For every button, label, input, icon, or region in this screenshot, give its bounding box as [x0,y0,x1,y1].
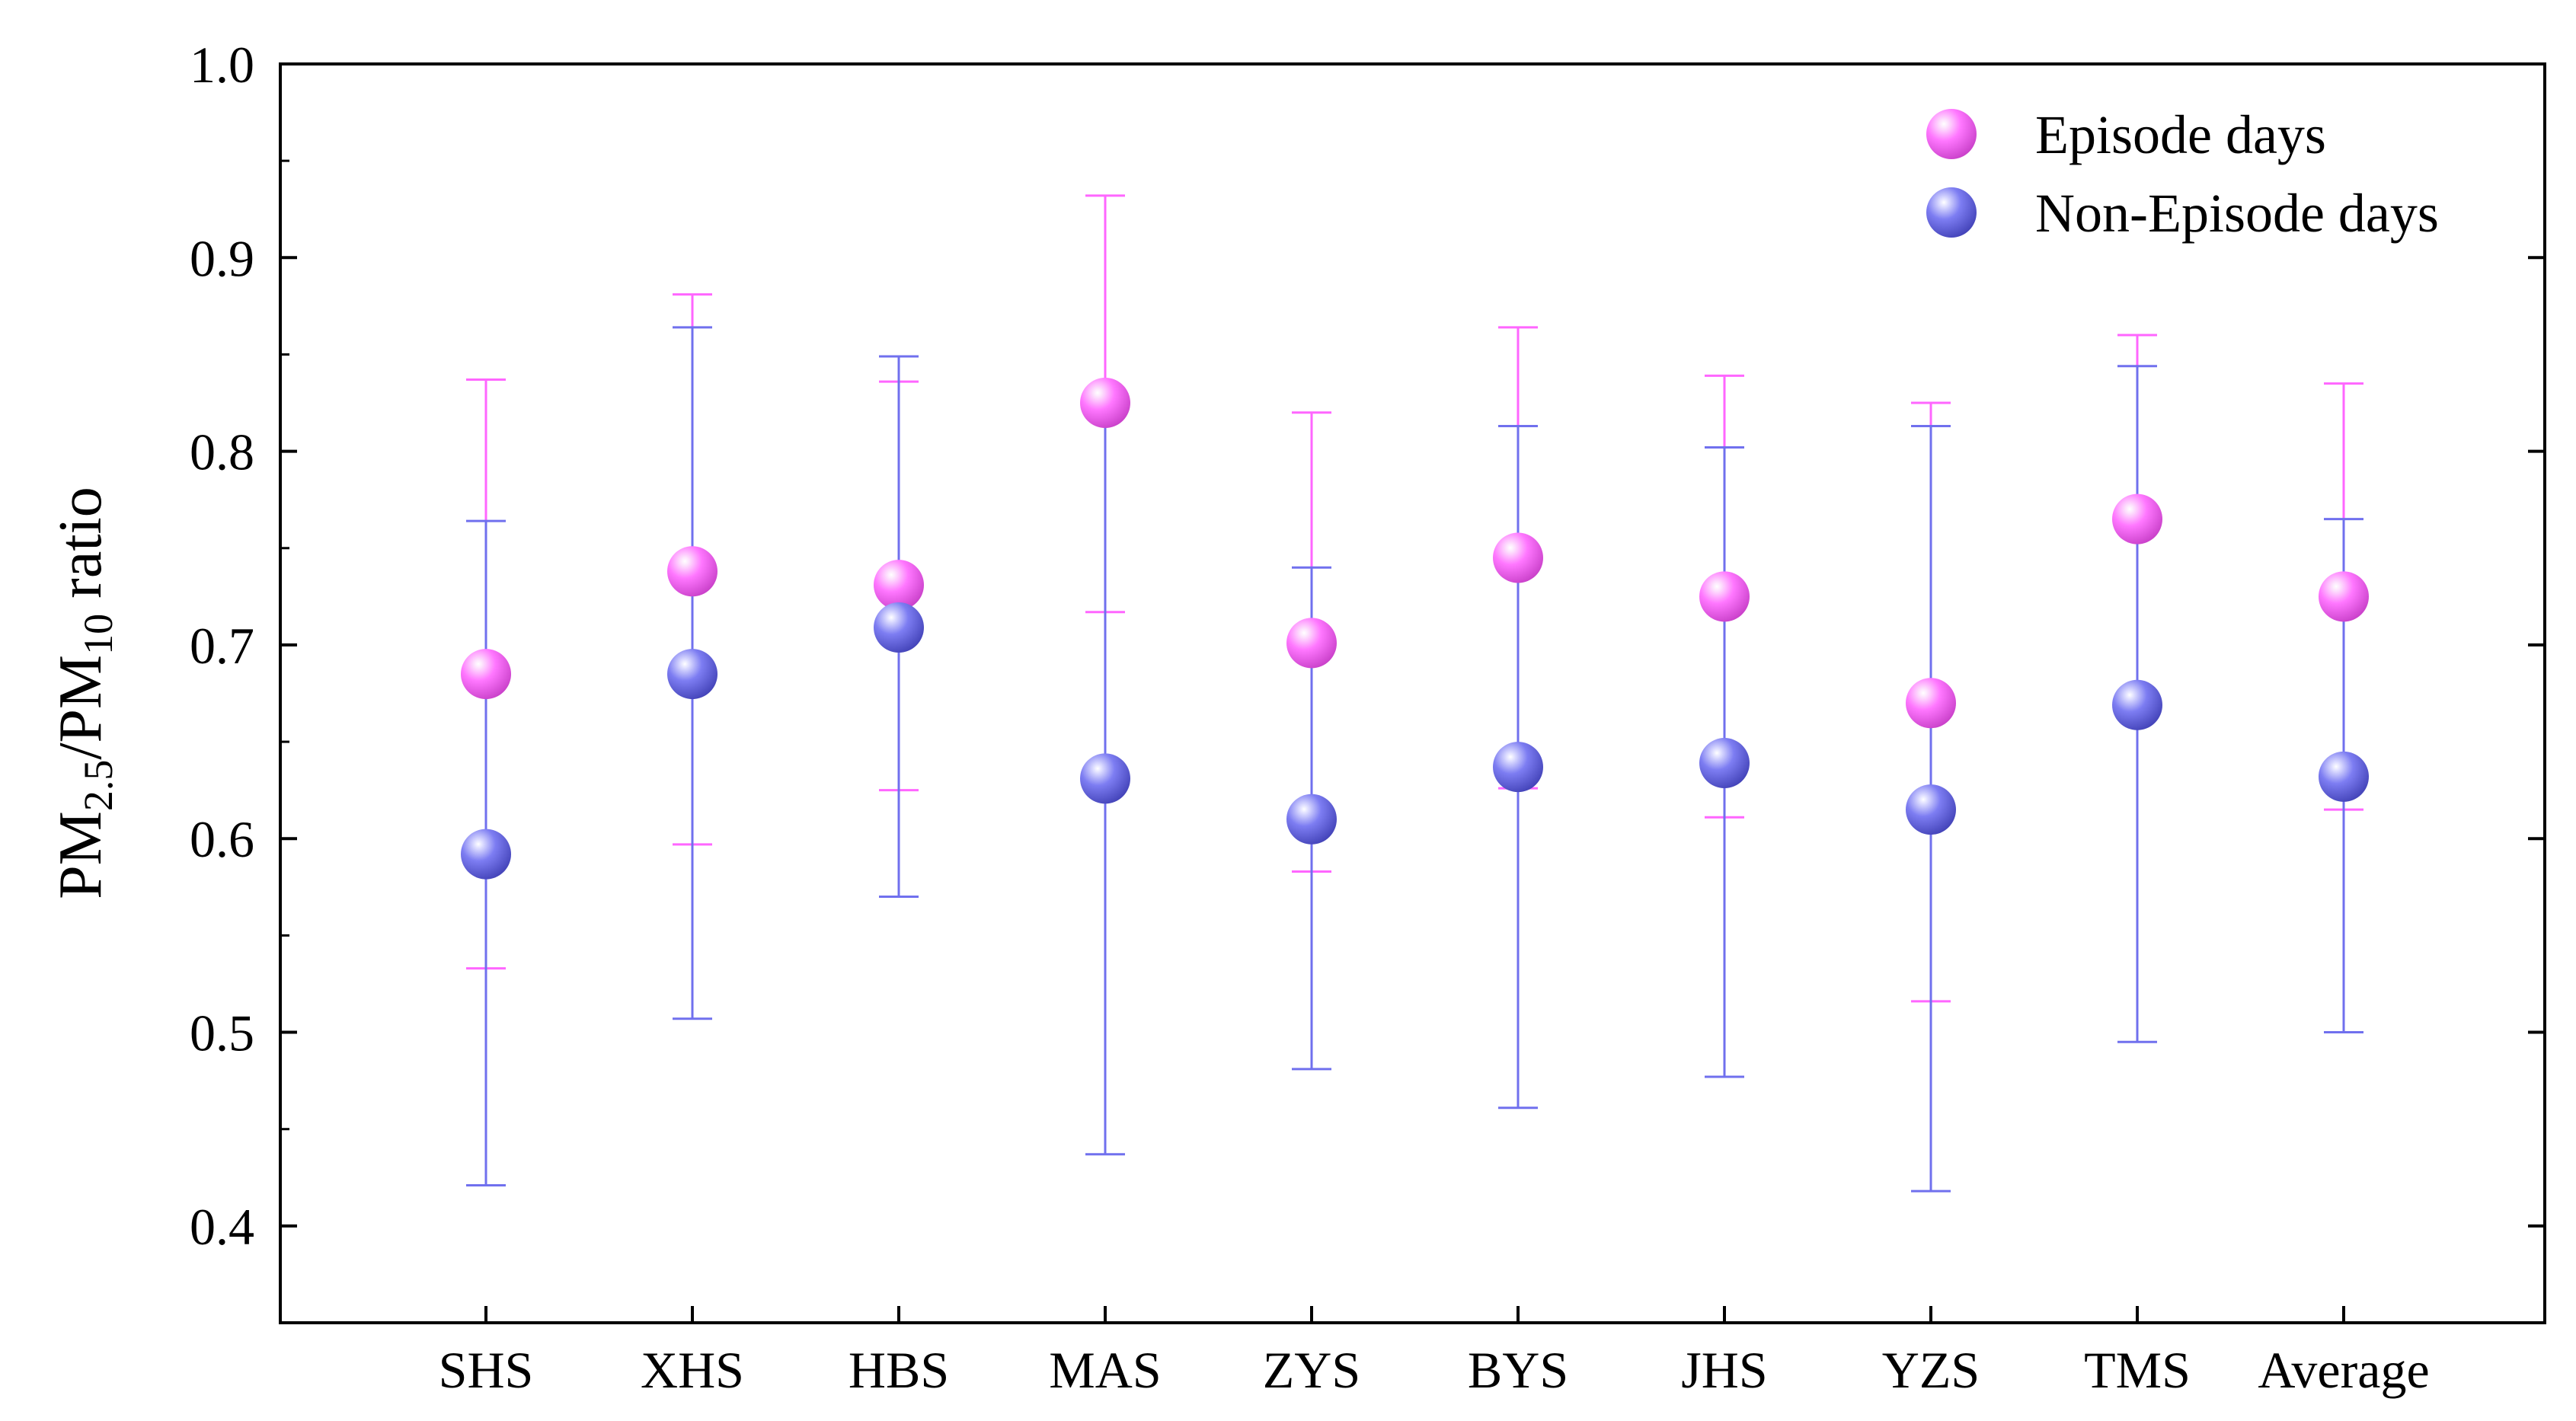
data-point-non-episode [1493,742,1543,793]
x-tick-label: Average [2258,1341,2429,1399]
y-tick-label: 0.8 [190,423,254,481]
y-tick-label: 0.4 [190,1198,254,1256]
x-tick-label: TMS [2084,1341,2191,1399]
data-point-episode [2319,571,2369,622]
y-axis-title-subscript: 2.5 [75,760,121,812]
y-axis-title-text: PM [47,811,114,899]
data-point-non-episode [1080,753,1130,804]
data-point-episode [1699,571,1750,622]
legend-label: Non-Episode days [2035,183,2439,244]
y-tick-label: 0.5 [190,1004,254,1062]
data-point-non-episode [2319,751,2369,802]
y-tick-label: 1.0 [190,36,254,94]
x-tick-label: SHS [439,1341,534,1399]
data-point-non-episode [1286,794,1337,845]
x-tick-label: XHS [641,1341,744,1399]
y-axis-title-subscript: 10 [75,614,121,655]
x-tick-label: MAS [1049,1341,1161,1399]
data-point-non-episode [1699,738,1750,789]
data-point-non-episode [1906,784,1956,835]
y-tick-label: 0.9 [190,229,254,287]
data-point-non-episode [667,649,718,700]
legend-label: Episode days [2035,104,2326,165]
data-point-episode [1493,532,1543,583]
data-point-episode [1080,378,1130,429]
y-axis-title-text: /PM [47,655,114,760]
data-point-episode [461,649,511,700]
plot-frame [279,62,2546,1324]
x-tick-label: ZYS [1263,1341,1360,1399]
data-point-episode [1286,618,1337,669]
data-point-episode [2112,493,2162,544]
data-point-episode [874,560,924,611]
data-point-episode [667,546,718,597]
x-tick-label: HBS [849,1341,949,1399]
x-tick-label: JHS [1681,1341,1767,1399]
x-axis: SHS XHS HBS MAS ZYS BYS JHS YZS TMS Average [439,1306,2430,1399]
y-tick-label: 0.6 [190,810,254,868]
y-tick-label: 0.7 [190,617,254,675]
data-point-episode [1906,678,1956,729]
legend-marker-non-episode [1926,187,1977,238]
error-bars [466,194,2363,1193]
legend: Episode days Non-Episode days [1926,104,2439,244]
y-axis-title: PM2.5/PM10 ratio [47,487,121,899]
legend-marker-episode [1926,109,1977,159]
data-point-non-episode [2112,679,2162,730]
data-point-non-episode [874,602,924,653]
data-points [461,378,2369,880]
x-tick-label: YZS [1882,1341,1980,1399]
y-axis-title-text: ratio [47,487,114,614]
x-tick-label: BYS [1468,1341,1568,1399]
y-axis: 0.4 0.5 0.6 0.7 0.8 0.9 1.0 [190,36,2545,1324]
data-point-non-episode [461,829,511,880]
